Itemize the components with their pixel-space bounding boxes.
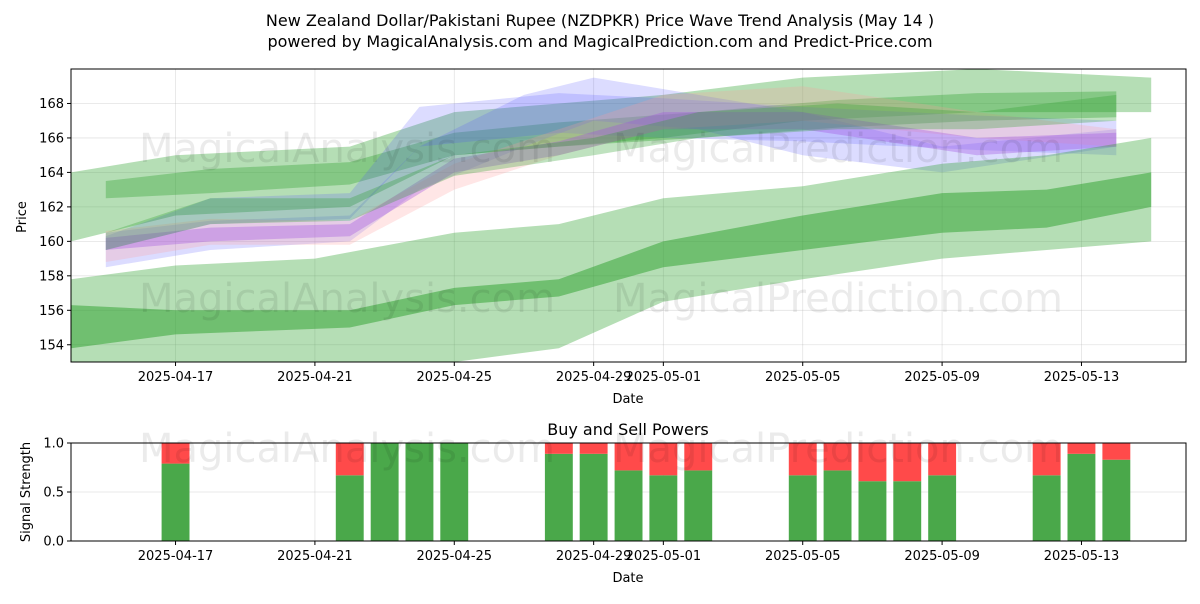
- wave-band-green-7: [105, 94, 1117, 251]
- signal-chart-title: Buy and Sell Powers: [547, 420, 709, 439]
- price-y-tick-label: 158: [39, 269, 64, 284]
- price-x-tick-label: 2025-04-17: [138, 370, 214, 385]
- buy-power-bar-2025-04-30: [614, 470, 643, 541]
- price-x-tick-label: 2025-05-13: [1044, 370, 1120, 385]
- wave-band-green-9: [71, 172, 1152, 349]
- signal-y-tick-label: 0.0: [43, 535, 64, 550]
- sell-power-bar-2025-04-22: [335, 443, 364, 476]
- watermark-analysis-mid: MagicalAnalysis.com: [139, 276, 555, 322]
- price-y-tick-label: 156: [39, 304, 64, 319]
- price-y-tick-label: 168: [39, 97, 64, 112]
- wave-band-green-1: [71, 69, 1152, 242]
- watermark-analysis-bottom: MagicalAnalysis.com: [139, 426, 555, 472]
- buy-power-bar-2025-05-07: [858, 481, 887, 541]
- signal-y-tick-label: 1.0: [43, 437, 64, 452]
- signal-x-tick-label: 2025-04-17: [138, 549, 214, 564]
- price-x-tick-label: 2025-04-21: [277, 370, 353, 385]
- signal-axis-ticks: 2025-04-17 2025-04-21 2025-04-25 2025-04-29…: [43, 437, 1119, 565]
- price-y-axis-label: Price: [15, 201, 30, 233]
- price-wave-bands: [71, 69, 1152, 362]
- buy-power-bar-2025-04-17: [161, 463, 190, 541]
- sell-power-bar-2025-04-17: [161, 443, 190, 464]
- price-x-tick-label: 2025-05-01: [626, 370, 702, 385]
- price-y-tick-label: 154: [39, 338, 64, 353]
- signal-x-axis-label: Date: [612, 571, 643, 586]
- buy-power-bar-2025-05-05: [788, 475, 817, 541]
- signal-x-tick-label: 2025-04-21: [277, 549, 353, 564]
- watermark-analysis-top: MagicalAnalysis.com: [139, 126, 555, 172]
- signal-bars: [161, 443, 1131, 541]
- price-axes-frame: [70, 68, 1187, 363]
- buy-power-bar-2025-04-23: [370, 443, 399, 541]
- buy-power-bar-2025-04-29: [579, 453, 608, 541]
- buy-power-bar-2025-05-13: [1067, 453, 1096, 541]
- wave-band-pink-5: [105, 86, 1117, 262]
- buy-power-bar-2025-05-08: [893, 481, 922, 541]
- wave-band-green-2: [105, 91, 1117, 199]
- sell-power-bar-2025-04-28: [544, 443, 573, 454]
- sell-power-bar-2025-05-13: [1067, 443, 1096, 454]
- sell-power-bar-2025-05-12: [1032, 443, 1061, 476]
- price-y-tick-label: 164: [39, 166, 64, 181]
- buy-power-bar-2025-04-24: [405, 443, 434, 541]
- buy-power-bar-2025-04-22: [335, 475, 364, 541]
- price-y-tick-label: 162: [39, 200, 64, 215]
- sell-power-bar-2025-05-05: [788, 443, 817, 476]
- buy-power-bar-2025-05-02: [684, 470, 713, 541]
- price-x-tick-label: 2025-05-05: [765, 370, 841, 385]
- buy-power-bar-2025-05-01: [649, 475, 678, 541]
- sell-power-bar-2025-05-01: [649, 443, 678, 476]
- sell-power-bar-2025-05-08: [893, 443, 922, 482]
- buy-power-bar-2025-05-09: [928, 475, 957, 541]
- price-x-tick-label: 2025-04-29: [556, 370, 632, 385]
- figure-title-line1: New Zealand Dollar/Pakistani Rupee (NZDP…: [266, 11, 934, 30]
- sell-power-bar-2025-05-02: [684, 443, 713, 471]
- sell-power-bar-2025-05-09: [928, 443, 957, 476]
- price-y-tick-label: 160: [39, 235, 64, 250]
- wave-band-purple-6: [105, 112, 1117, 250]
- sell-power-bar-2025-04-30: [614, 443, 643, 471]
- signal-y-tick-label: 0.5: [43, 486, 64, 501]
- signal-x-tick-label: 2025-05-05: [765, 549, 841, 564]
- sell-power-bar-2025-04-29: [579, 443, 608, 454]
- signal-x-tick-label: 2025-04-29: [556, 549, 632, 564]
- price-x-tick-label: 2025-05-09: [904, 370, 980, 385]
- signal-x-tick-label: 2025-05-01: [626, 549, 702, 564]
- price-axis-ticks: 2025-04-17 2025-04-21 2025-04-25 2025-04-29…: [39, 97, 1119, 385]
- signal-watermarks: MagicalAnalysis.com MagicalPrediction.co…: [139, 426, 1063, 472]
- buy-power-bar-2025-04-25: [440, 443, 469, 541]
- figure-title-line2: powered by MagicalAnalysis.com and Magic…: [267, 32, 932, 51]
- price-x-axis-label: Date: [612, 392, 643, 407]
- buy-power-bar-2025-05-14: [1102, 459, 1131, 541]
- sell-power-bar-2025-05-07: [858, 443, 887, 482]
- wave-band-green-8: [71, 137, 1152, 362]
- wave-band-blue-3: [105, 77, 1117, 268]
- signal-x-tick-label: 2025-05-13: [1044, 549, 1120, 564]
- buy-power-bar-2025-05-06: [823, 470, 852, 541]
- signal-x-tick-label: 2025-05-09: [904, 549, 980, 564]
- price-y-tick-label: 166: [39, 131, 64, 146]
- sell-power-bar-2025-05-06: [823, 443, 852, 471]
- watermark-prediction-mid: MagicalPrediction.com: [613, 276, 1063, 322]
- buy-power-bar-2025-05-12: [1032, 475, 1061, 541]
- signal-y-axis-label: Signal Strength: [19, 442, 34, 542]
- wave-band-blue-4: [105, 93, 1117, 250]
- signal-x-tick-label: 2025-04-25: [417, 549, 493, 564]
- watermark-prediction-top: MagicalPrediction.com: [613, 126, 1063, 172]
- price-x-tick-label: 2025-04-25: [417, 370, 493, 385]
- buy-power-bar-2025-04-28: [544, 453, 573, 541]
- sell-power-bar-2025-05-14: [1102, 443, 1131, 460]
- watermark-prediction-bottom: MagicalPrediction.com: [613, 426, 1063, 472]
- price-watermarks: MagicalAnalysis.com MagicalPrediction.co…: [139, 126, 1063, 322]
